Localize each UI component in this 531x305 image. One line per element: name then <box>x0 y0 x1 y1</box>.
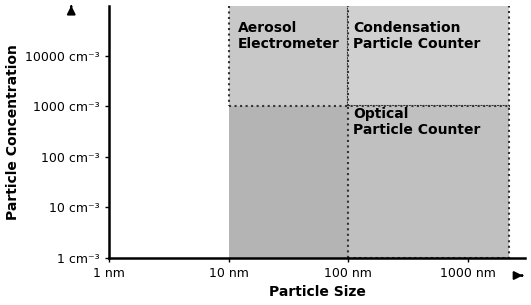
Text: Optical
Particle Counter: Optical Particle Counter <box>354 106 481 137</box>
Y-axis label: Particle Concentration: Particle Concentration <box>5 44 20 220</box>
Text: Condensation
Particle Counter: Condensation Particle Counter <box>354 21 481 51</box>
Bar <box>348 0 509 106</box>
Text: Aerosol
Electrometer: Aerosol Electrometer <box>238 21 340 51</box>
X-axis label: Particle Size: Particle Size <box>269 285 365 300</box>
Bar <box>229 0 348 106</box>
Bar <box>229 0 348 258</box>
Bar <box>348 106 509 258</box>
